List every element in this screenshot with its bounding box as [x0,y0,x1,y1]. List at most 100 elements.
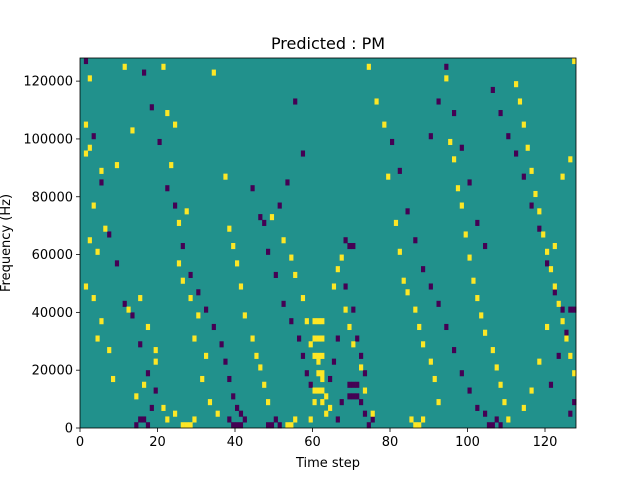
heatmap-cell-high [552,283,557,290]
heatmap-cell-high [176,260,182,267]
heatmap-cell-high [308,416,313,423]
heatmap-cell-low [219,341,224,348]
heatmap-cell-low [436,98,441,105]
heatmap-cell-low [180,243,185,250]
heatmap-cell-high [165,110,170,117]
heatmap-cell-low [436,300,441,307]
heatmap-cell-high [397,248,402,255]
heatmap-cell-low [556,352,561,359]
heatmap-cell-low [355,393,360,400]
heatmap-cell-high [312,352,317,359]
heatmap-cell-low [467,387,472,394]
heatmap-cell-low [328,375,333,383]
plot-background [80,58,576,428]
heatmap-cell-low [339,399,344,406]
heatmap-cell-low [452,347,457,354]
heatmap-cell-low [138,341,143,348]
heatmap-cell-low [514,150,519,157]
heatmap-cell-high [320,370,325,377]
heatmap-cell-high [184,422,189,429]
heatmap-cell-high [541,231,546,238]
heatmap-cell-high [223,173,228,180]
heatmap-cell-low [347,243,352,250]
heatmap-cell-high [184,208,189,215]
heatmap-cell-high [455,185,461,192]
heatmap-cell-low [548,381,554,388]
heatmap-cell-high [126,306,131,313]
heatmap-cell-high [188,422,193,429]
heatmap-cell-low [335,416,340,423]
heatmap-cell-low [486,422,492,429]
heatmap-cell-low [231,393,236,400]
heatmap-cell-high [421,341,426,348]
heatmap-cell-high [401,277,406,284]
heatmap-cell-high [215,410,220,417]
heatmap-cell-high [114,162,120,169]
heatmap-cell-high [138,295,143,302]
y-axis-title: Frequency (Hz) [0,194,14,292]
heatmap-cell-high [91,295,96,302]
heatmap-cell-low [231,422,236,429]
heatmap-cell-high [145,323,151,331]
heatmap-cell-high [83,150,89,157]
heatmap-cell-high [506,416,511,423]
heatmap-cell-high [87,75,92,82]
heatmap-cell-high [285,422,290,429]
heatmap-cell-high [192,416,197,423]
heatmap-cell-low [238,410,244,417]
heatmap-cell-low [355,381,360,388]
heatmap-cell-high [386,173,391,180]
heatmap-cell-high [196,312,201,319]
heatmap-cell-high [316,358,321,365]
heatmap-cell-high [262,381,267,388]
heatmap-cell-high [370,410,375,417]
heatmap-cell-high [211,69,216,76]
heatmap-cell-low [397,167,402,174]
heatmap-cell-high [316,387,321,394]
y-axis: 0 20000 40000 60000 80000 100000 120000 [23,75,80,437]
heatmap-cell-high [529,167,534,174]
heatmap-cell-low [390,138,395,146]
heatmap-cell-low [564,329,569,336]
heatmap-cell-high [99,318,104,325]
heatmap-cell-high [393,219,399,226]
heatmap-cell-high [188,295,193,302]
heatmap-cell-high [521,121,526,128]
heatmap-cell-high [227,225,232,232]
heatmap-cell-low [99,179,104,186]
heatmap-cell-low [242,416,247,423]
heatmap-cell-high [176,219,182,226]
heatmap-cell-low [494,416,499,423]
heatmap-cell-low [134,422,139,429]
y-tick-label: 100000 [23,132,73,147]
heatmap-cell-high [320,375,325,383]
heatmap-cell-high [359,364,364,371]
heatmap-cell-low [498,422,503,429]
heatmap-cell-high [362,387,368,394]
plot-frame [79,57,577,429]
heatmap-cell-high [436,399,441,406]
heatmap-cell-high [281,237,286,244]
plot-area [79,57,577,429]
heatmap-cell-high [405,289,410,296]
heatmap-cell-high [328,404,333,411]
heatmap-cell-high [494,364,499,371]
heatmap-cell-high [312,335,317,342]
heatmap-cell-low [122,300,127,307]
heatmap-cell-low [362,370,368,377]
heatmap-cell-high [254,352,259,359]
heatmap-cell-low [331,358,337,365]
heatmap-cell-high [498,381,503,388]
heatmap-cell-low [281,300,286,307]
heatmap-cell-low [545,260,550,267]
x-tick-label: 60 [304,435,321,450]
heatmap-cell-high [293,271,298,278]
heatmap-cell-high [339,254,344,261]
x-tick-label: 40 [227,435,244,450]
y-tick-label: 0 [65,422,73,437]
heatmap-cell-high [452,156,457,163]
heatmap-cell-low [560,306,565,313]
heatmap-cell-low [343,283,348,290]
heatmap-cell-low [293,98,298,105]
heatmap-cell-low [91,133,96,140]
